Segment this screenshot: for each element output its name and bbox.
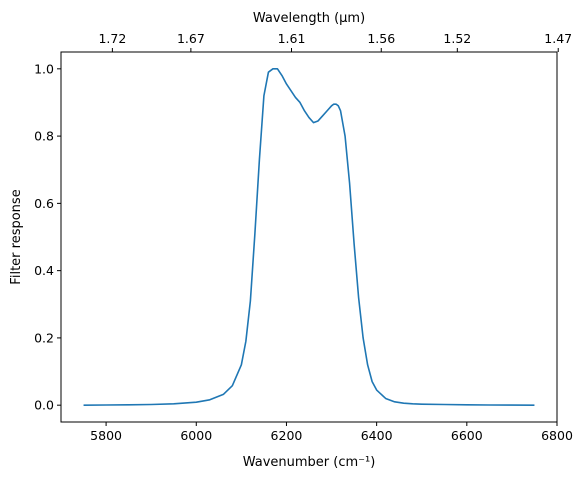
- y-tick-label: 0.4: [34, 263, 54, 278]
- top-tick-label: 1.52: [443, 31, 471, 46]
- y-tick-label: 0.8: [34, 129, 54, 144]
- top-axis-label: Wavelength (μm): [253, 11, 365, 26]
- top-tick-label: 1.61: [278, 31, 306, 46]
- x-tick-label: 6800: [541, 428, 573, 443]
- top-tick-label: 1.47: [544, 31, 572, 46]
- x-tick-label: 6400: [361, 428, 393, 443]
- top-tick-label: 1.56: [367, 31, 395, 46]
- ticks: 5800 6000 6200 6400 6600 6800 0.0 0.2 0.4 0.6 0.8 1…: [34, 31, 573, 443]
- x-tick-label: 6200: [271, 428, 303, 443]
- y-tick-label: 0.2: [34, 330, 54, 345]
- x-tick-label: 6600: [451, 428, 483, 443]
- top-tick-label: 1.67: [177, 31, 205, 46]
- y-tick-label: 1.0: [34, 61, 54, 76]
- x-axis-label: Wavenumber (cm⁻¹): [243, 455, 376, 470]
- series: [83, 68, 535, 406]
- x-tick-label: 5800: [90, 428, 122, 443]
- top-tick-label: 1.72: [98, 31, 126, 46]
- y-tick-label: 0.0: [34, 398, 54, 413]
- y-tick-label: 0.6: [34, 196, 54, 211]
- x-tick-label: 6000: [180, 428, 212, 443]
- y-axis-label: Filter response: [9, 189, 24, 284]
- filter-response-line: [83, 68, 535, 406]
- plot-frame: [60, 51, 558, 423]
